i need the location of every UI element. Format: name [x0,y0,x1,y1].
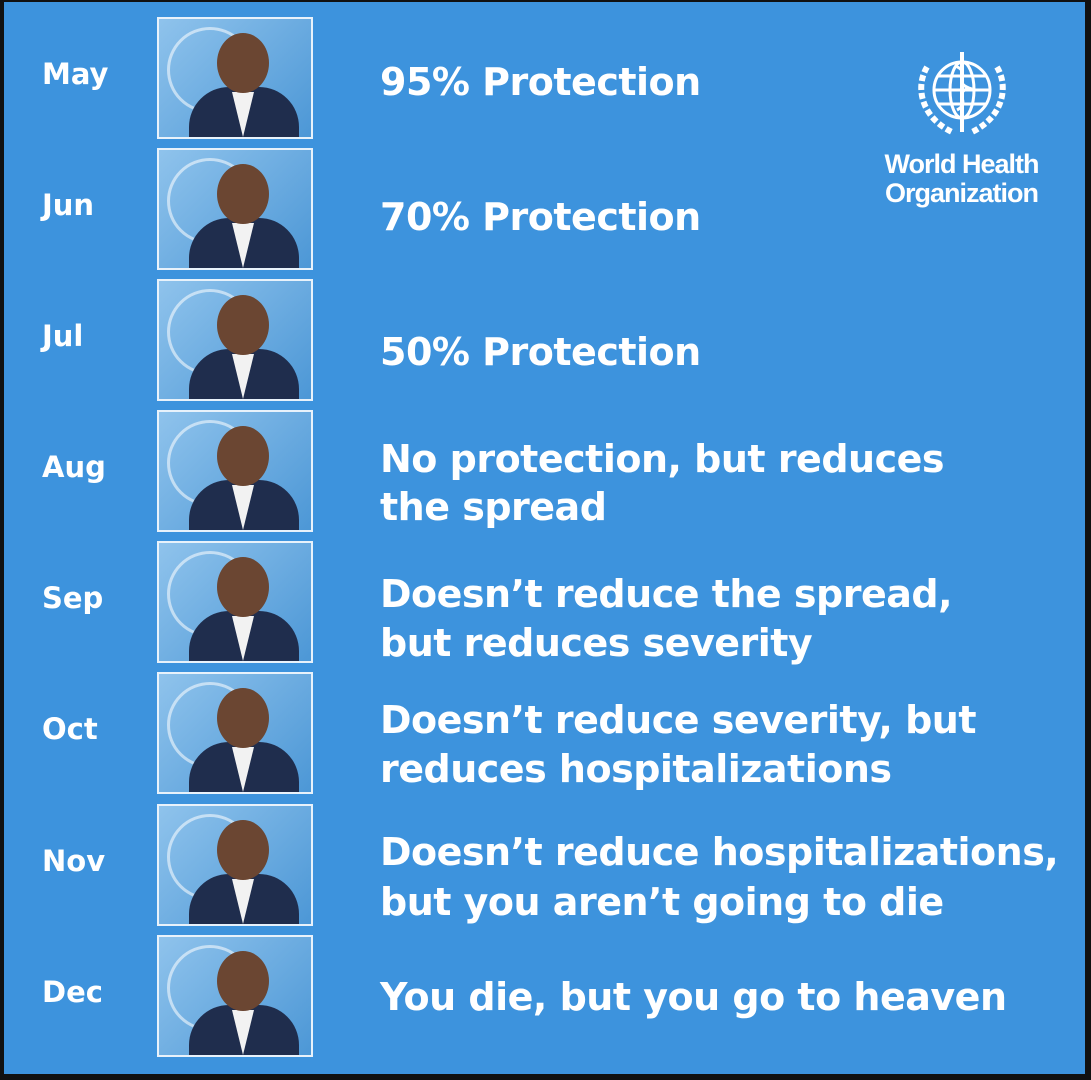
month-label: Jun [42,188,95,222]
caption-line: the spread [380,485,607,529]
caption-line: Doesn’t reduce severity, but [380,698,977,742]
caption-line: but reduces severity [380,621,813,665]
speaker-photo [157,279,313,401]
face [217,557,269,617]
month-label: May [42,57,109,91]
who-emblem-icon [917,52,1006,135]
face [217,164,269,224]
caption-line: 70% Protection [380,195,701,239]
month-label: Dec [42,975,103,1009]
face [217,951,269,1011]
caption-line: but you aren’t going to die [380,880,944,924]
month-label: Nov [42,844,106,878]
month-label: Sep [42,581,104,615]
caption-line: Doesn’t reduce hospitalizations, [380,830,1059,874]
face [217,295,269,355]
caption-line: Doesn’t reduce the spread, [380,572,953,616]
speaker-photo [157,17,313,139]
logo-line-1: World Health [884,149,1039,179]
logo-line-2: Organization [884,178,1039,208]
speaker-photo [157,148,313,270]
caption-line: You die, but you go to heaven [380,975,1007,1019]
month-label: Jul [42,319,84,353]
caption-line: No protection, but reduces [380,437,945,481]
caption-line: 50% Protection [380,330,701,374]
caption-line: reduces hospitalizations [380,747,892,791]
face [217,33,269,93]
meme-panel: World Health Organization May 95% Protect… [4,2,1085,1074]
month-label: Oct [42,712,98,746]
face [217,688,269,748]
speaker-photo [157,410,313,532]
speaker-photo [157,804,313,926]
face [217,820,269,880]
month-label: Aug [42,450,106,484]
face [217,426,269,486]
speaker-photo [157,541,313,663]
speaker-photo [157,672,313,794]
who-logo: World Health Organization [869,42,1054,208]
speaker-photo [157,935,313,1057]
caption-line: 95% Protection [380,60,701,104]
